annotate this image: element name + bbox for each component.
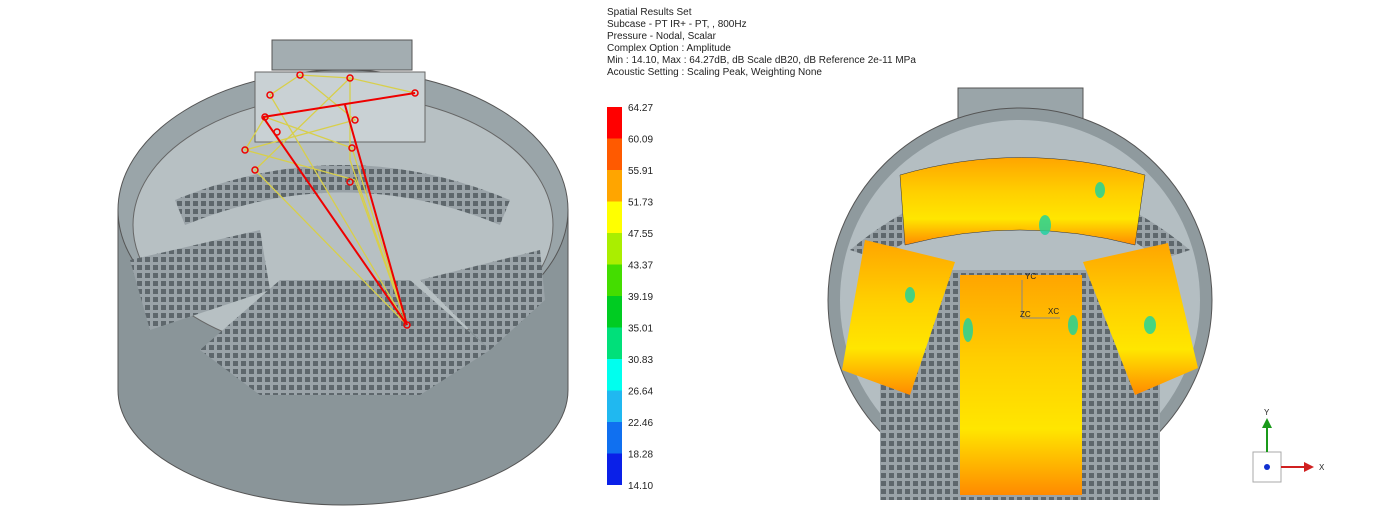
legend-label: 22.46 bbox=[628, 418, 653, 429]
legend-band bbox=[607, 359, 622, 391]
view-triad: Y X bbox=[1252, 408, 1325, 483]
right-model: YC ZC XC bbox=[827, 87, 1213, 500]
legend-label: 26.64 bbox=[628, 387, 653, 398]
legend-band bbox=[607, 138, 622, 170]
legend-band bbox=[607, 264, 622, 296]
axis-label: ZC bbox=[1020, 310, 1031, 319]
legend-band bbox=[607, 201, 622, 233]
header-line: Acoustic Setting : Scaling Peak, Weighti… bbox=[607, 67, 822, 78]
legend-label: 55.91 bbox=[628, 166, 653, 177]
header-line: Pressure - Nodal, Scalar bbox=[607, 31, 717, 42]
header-line: Min : 14.10, Max : 64.27dB, dB Scale dB2… bbox=[607, 55, 916, 66]
legend-band bbox=[607, 327, 622, 359]
legend-label: 39.19 bbox=[628, 292, 653, 303]
legend-label: 60.09 bbox=[628, 135, 653, 146]
legend-band bbox=[607, 453, 622, 485]
legend-band bbox=[607, 422, 622, 454]
axis-label: Y bbox=[1264, 408, 1270, 417]
legend-band bbox=[607, 390, 622, 422]
axis-label: XC bbox=[1048, 307, 1059, 316]
legend-label: 43.37 bbox=[628, 261, 653, 272]
header-line: Spatial Results Set bbox=[607, 7, 692, 18]
legend-label: 14.10 bbox=[628, 481, 653, 492]
left-model bbox=[117, 39, 569, 506]
legend-label: 64.27 bbox=[628, 103, 653, 114]
header-line: Complex Option : Amplitude bbox=[607, 43, 731, 54]
header-line: Subcase - PT IR+ - PT, , 800Hz bbox=[607, 19, 747, 30]
legend-band bbox=[607, 296, 622, 328]
axis-label: X bbox=[1319, 463, 1325, 472]
legend-band bbox=[607, 170, 622, 202]
legend-label: 51.73 bbox=[628, 198, 653, 209]
axis-label: YC bbox=[1025, 272, 1036, 281]
legend-label: 35.01 bbox=[628, 324, 653, 335]
legend-label: 47.55 bbox=[628, 229, 653, 240]
legend-band bbox=[607, 233, 622, 265]
legend-label: 18.28 bbox=[628, 450, 653, 461]
color-legend: 64.27 60.09 55.91 51.73 47.55 43.37 39.19 35.01… bbox=[607, 103, 653, 492]
legend-label: 30.83 bbox=[628, 355, 653, 366]
legend-band bbox=[607, 107, 622, 139]
